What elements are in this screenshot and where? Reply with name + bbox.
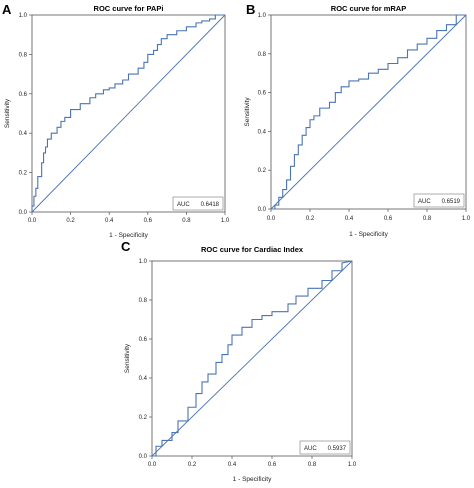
x-tick-label: 0.6 bbox=[144, 218, 153, 224]
x-tick-label: 0.0 bbox=[28, 218, 37, 224]
auc-value: 0.6519 bbox=[442, 199, 461, 205]
reference-diagonal bbox=[151, 260, 353, 457]
plot-frame bbox=[31, 14, 226, 213]
y-tick-label: 1.0 bbox=[139, 259, 148, 265]
chart-title: ROC curve for PAPi bbox=[94, 4, 164, 13]
x-tick-label: 0.8 bbox=[182, 218, 191, 224]
y-tick-label: 0.2 bbox=[258, 168, 267, 174]
chart-panel-b: B ROC curve for mRAP 0.0 0.2 0.4 0.6 0.8 1.0 0.0… bbox=[244, 2, 471, 238]
chart-title: ROC curve for mRAP bbox=[331, 4, 406, 13]
x-tick-label: 1.0 bbox=[348, 462, 357, 468]
auc-box bbox=[413, 193, 465, 208]
x-tick-label: 0.0 bbox=[148, 462, 157, 468]
y-axis-label: Sensitivity bbox=[124, 343, 131, 373]
y-tick-label: 0.0 bbox=[19, 210, 28, 216]
y-tick-label: 0.2 bbox=[19, 171, 28, 177]
x-tick-label: 0.4 bbox=[228, 462, 237, 468]
chart-title: ROC curve for Cardiac Index bbox=[201, 245, 304, 254]
x-tick-label: 0.6 bbox=[384, 216, 393, 222]
x-tick-label: 0.2 bbox=[66, 218, 75, 224]
y-tick-label: 0.4 bbox=[139, 376, 148, 382]
y-axis-label: Sensitivity bbox=[4, 98, 11, 128]
x-tick-label: 0.4 bbox=[345, 216, 354, 222]
x-tick-label: 1.0 bbox=[462, 216, 471, 222]
y-tick-label: 0.4 bbox=[19, 131, 28, 137]
roc-curve bbox=[31, 14, 225, 212]
reference-diagonal bbox=[270, 14, 467, 210]
y-tick-label: 0.6 bbox=[258, 91, 267, 97]
y-axis-label: Sensitivity bbox=[244, 97, 251, 127]
x-tick-label: 0.8 bbox=[423, 216, 432, 222]
x-tick-label: 0.2 bbox=[306, 216, 315, 222]
y-tick-label: 0.0 bbox=[258, 207, 267, 213]
x-tick-label: 0.8 bbox=[308, 462, 317, 468]
auc-value: 0.6418 bbox=[201, 202, 220, 208]
panel-letter: C bbox=[121, 239, 131, 254]
panel-letter: A bbox=[2, 2, 12, 17]
chart-panel-a: A ROC curve for PAPi 0.0 0.2 0.4 0.6 0.8 1.0 0.0… bbox=[2, 2, 230, 239]
auc-value: 0.5937 bbox=[328, 446, 347, 452]
y-tick-label: 0.2 bbox=[139, 415, 148, 421]
y-tick-label: 0.0 bbox=[139, 454, 148, 460]
plot-frame bbox=[270, 14, 467, 210]
y-tick-label: 0.6 bbox=[139, 337, 148, 343]
y-tick-label: 0.8 bbox=[19, 52, 28, 58]
auc-box bbox=[172, 196, 224, 211]
reference-diagonal bbox=[31, 14, 226, 213]
y-tick-label: 0.8 bbox=[139, 298, 148, 304]
roc-curve bbox=[152, 260, 353, 457]
x-tick-label: 0.0 bbox=[267, 216, 276, 222]
roc-curve bbox=[271, 14, 466, 210]
x-axis-label: 1 - Specificity bbox=[109, 232, 148, 239]
auc-label: AUC bbox=[418, 199, 431, 205]
x-axis-label: 1 - Specificity bbox=[233, 476, 272, 483]
y-tick-label: 1.0 bbox=[19, 13, 28, 19]
x-tick-label: 0.6 bbox=[268, 462, 277, 468]
plot-frame bbox=[151, 260, 353, 457]
auc-label: AUC bbox=[304, 446, 317, 452]
x-tick-label: 1.0 bbox=[221, 218, 230, 224]
y-tick-label: 0.4 bbox=[258, 129, 267, 135]
x-axis-label: 1 - Specificity bbox=[349, 231, 388, 238]
auc-box bbox=[299, 440, 351, 455]
x-tick-label: 0.4 bbox=[105, 218, 114, 224]
x-tick-label: 0.2 bbox=[188, 462, 197, 468]
panel-letter: B bbox=[246, 2, 255, 17]
y-tick-label: 0.6 bbox=[19, 92, 28, 98]
y-tick-label: 0.8 bbox=[258, 52, 267, 58]
auc-label: AUC bbox=[177, 202, 190, 208]
y-tick-label: 1.0 bbox=[258, 13, 267, 19]
chart-panel-c: C ROC curve for Cardiac Index 0.0 0.2 0.4 0.6… bbox=[121, 239, 357, 483]
